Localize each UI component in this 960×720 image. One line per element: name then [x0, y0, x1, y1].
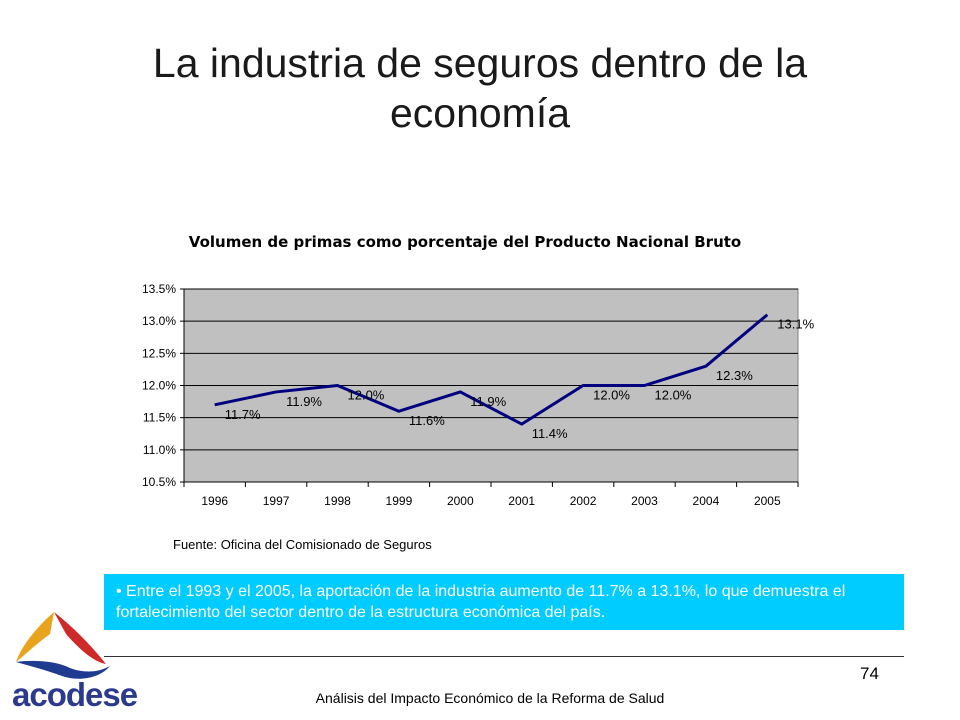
y-tick-label: 13.5% [142, 282, 176, 296]
series-line-group [214, 313, 769, 426]
chart-title: Volumen de primas como porcentaje del Pr… [189, 233, 741, 251]
y-tick-label: 12.0% [142, 379, 176, 393]
page-number: 74 [860, 664, 879, 683]
footer-divider [104, 656, 904, 657]
x-tick-label: 1996 [201, 494, 228, 508]
x-tick-label: 2004 [693, 494, 720, 508]
source-note: Fuente: Oficina del Comisionado de Segur… [173, 537, 432, 552]
data-label: 12.0% [348, 388, 385, 403]
data-label: 11.4% [532, 426, 568, 441]
data-label: 11.9% [286, 394, 322, 409]
y-tick-label: 12.5% [142, 346, 176, 360]
acodese-logo-icon [16, 612, 110, 679]
x-tick-label: 2002 [570, 494, 597, 508]
x-tick-label: 2003 [631, 494, 658, 508]
summary-callout: • Entre el 1993 y el 2005, la aportación… [104, 574, 904, 630]
gridlines [184, 288, 798, 451]
y-tick-label: 11.5% [143, 411, 176, 425]
logo-wordmark: acodese [12, 676, 138, 713]
data-label: 11.9% [470, 394, 506, 409]
x-tick-label: 1998 [324, 494, 351, 508]
x-tick-label: 2005 [754, 494, 781, 508]
data-label: 12.0% [593, 388, 630, 403]
data-label: 11.6% [409, 413, 445, 428]
series-line [214, 313, 769, 426]
data-label: 13.1% [777, 317, 814, 332]
data-label: 11.7% [225, 407, 261, 422]
x-tick-label: 1997 [263, 494, 290, 508]
data-labels: 11.7% 11.9% 12.0% 11.6% 11.9% 11.4% 12.0% 12.0%… [225, 317, 815, 441]
axes: 10.5% 11.0% 11.5% 12.0% 12.5% 13.0% 13.5% 1996 1… [142, 282, 799, 508]
x-tick-label: 2000 [447, 494, 474, 508]
data-label: 12.0% [655, 388, 692, 403]
x-tick-label: 1999 [386, 494, 413, 508]
footer-text: Análisis del Impacto Económico de la Ref… [315, 690, 665, 706]
line-chart: Volumen de primas como porcentaje del Pr… [142, 233, 815, 508]
data-label: 12.3% [716, 368, 753, 383]
x-tick-label: 2001 [508, 494, 535, 508]
y-tick-label: 10.5% [142, 475, 176, 489]
slide-title: La industria de seguros dentro de la eco… [152, 40, 808, 136]
y-tick-label: 13.0% [142, 314, 176, 328]
y-tick-label: 11.0% [143, 443, 176, 457]
